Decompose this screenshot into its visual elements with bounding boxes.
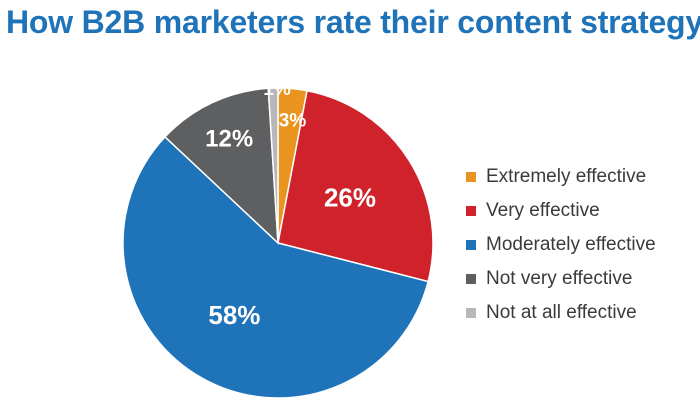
pie-data-label: 3%: [279, 111, 307, 132]
legend-swatch: [466, 308, 476, 318]
legend-item: Not at all effective: [466, 296, 656, 330]
legend-swatch: [466, 274, 476, 284]
pie-data-label: 1%: [263, 79, 291, 100]
legend-swatch: [466, 206, 476, 216]
pie-data-label: 12%: [205, 126, 253, 153]
legend-label: Not at all effective: [486, 302, 637, 323]
legend-item: Extremely effective: [466, 160, 656, 194]
pie-slice: [277, 89, 434, 283]
legend-item: Very effective: [466, 194, 656, 228]
legend-label: Very effective: [486, 200, 600, 221]
legend-swatch: [466, 172, 476, 182]
legend-label: Extremely effective: [486, 166, 647, 187]
legend: Extremely effective Very effective Moder…: [466, 160, 656, 330]
pie-slice: [122, 135, 430, 399]
legend-item: Moderately effective: [466, 228, 656, 262]
pie-data-label: 26%: [324, 182, 376, 212]
pie-data-labels: 3% 26% 58% 12% 1%: [205, 79, 376, 330]
pie-slices: [122, 87, 434, 399]
pie-slice: [267, 87, 279, 244]
legend-swatch: [466, 240, 476, 250]
legend-label: Moderately effective: [486, 234, 656, 255]
chart-title: How B2B marketers rate their content str…: [6, 4, 700, 40]
legend-label: Not very effective: [486, 268, 633, 289]
legend-item: Not very effective: [466, 262, 656, 296]
pie-data-label: 58%: [208, 300, 260, 330]
pie-slice: [163, 87, 279, 245]
